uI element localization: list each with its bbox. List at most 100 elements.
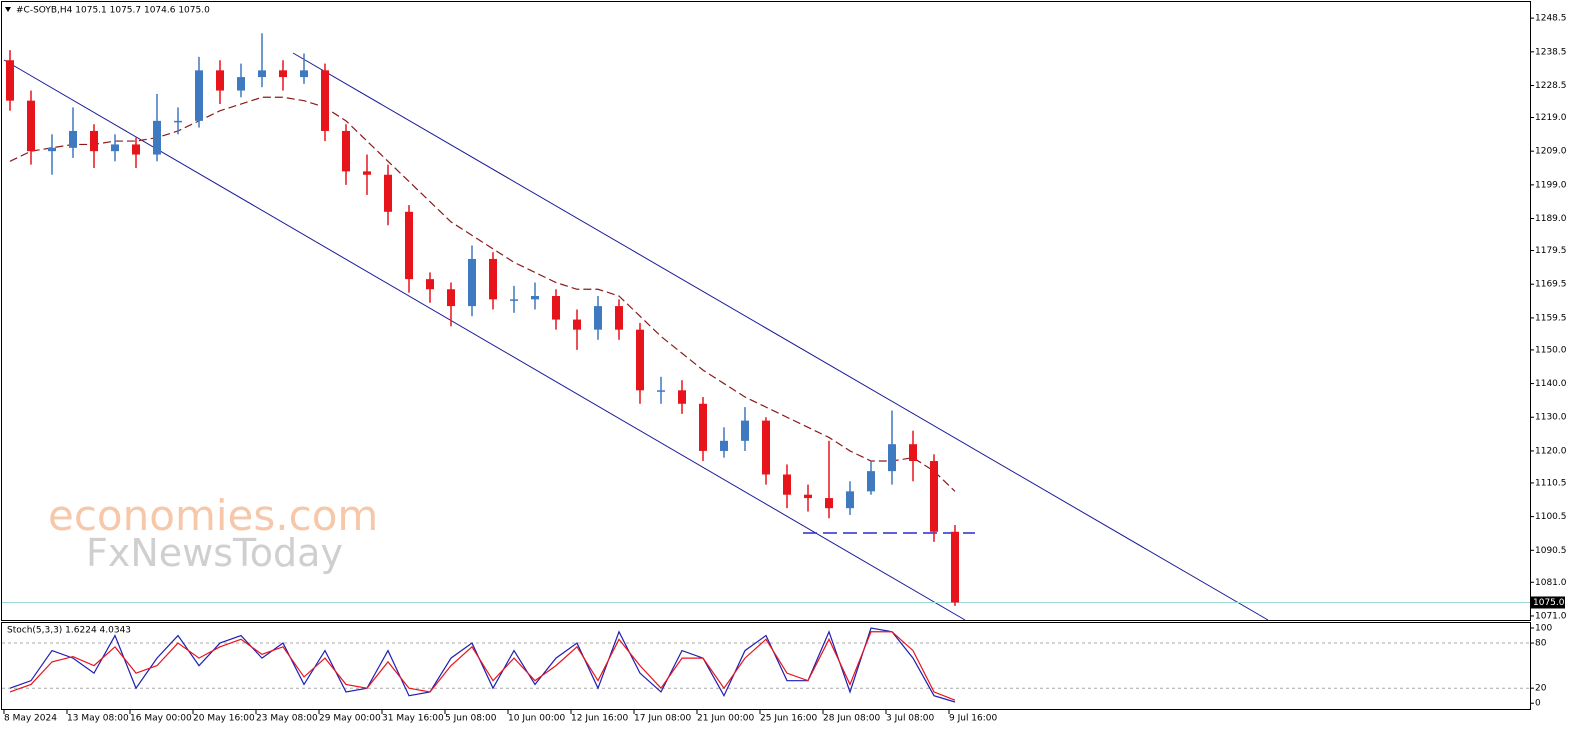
y-tick-label: 1179.5: [1535, 246, 1567, 256]
y-tick-label: 1150.0: [1535, 345, 1567, 355]
candle-body: [573, 319, 581, 330]
candle-body: [258, 70, 266, 78]
x-tick-label: 20 May 16:00: [193, 714, 255, 724]
candle-body: [531, 295, 539, 300]
y-tick-label: 1110.5: [1535, 478, 1567, 488]
stoch-line: [9, 627, 956, 703]
candle-body: [48, 147, 56, 152]
y-tick-label: 1248.5: [1535, 14, 1567, 24]
x-tick-label: 12 Jun 16:00: [571, 714, 628, 724]
y-tick-label: 1090.5: [1535, 546, 1567, 556]
y-tick-label: 1238.5: [1535, 47, 1567, 57]
x-tick-label: 21 Jun 00:00: [697, 714, 754, 724]
candle-body: [279, 70, 287, 78]
candle-body: [69, 130, 77, 148]
candle-body: [174, 120, 182, 123]
candle-body: [699, 403, 707, 451]
candle-body: [300, 70, 308, 78]
indicator-title: Stoch(5,3,3) 1.6224 4.0343: [7, 626, 131, 636]
candle-body: [111, 144, 119, 152]
x-tick-label: 17 Jun 08:00: [634, 714, 691, 724]
candle-body: [804, 494, 812, 499]
stoch-line: [9, 631, 956, 701]
last-price-label: 1075.0: [1533, 598, 1565, 608]
candle-body: [846, 491, 854, 509]
candle-body: [321, 70, 329, 131]
y-tick-label: 100: [1535, 624, 1552, 634]
candle-body: [720, 440, 728, 451]
y-tick-label: 1120.0: [1535, 446, 1567, 456]
candle-body: [195, 70, 203, 121]
candle-body: [426, 279, 434, 290]
candle-body: [951, 531, 959, 603]
candle-body: [216, 70, 224, 91]
candle-body: [510, 299, 518, 301]
x-tick-label: 31 May 16:00: [382, 714, 444, 724]
candle-body: [678, 390, 686, 404]
x-tick-label: 8 May 2024: [4, 714, 57, 724]
candle-body: [909, 444, 917, 462]
candle-body: [447, 289, 455, 307]
stoch-pane-frame: [1, 622, 1531, 710]
candle-body: [468, 258, 476, 307]
menu-arrow[interactable]: [5, 7, 11, 12]
x-tick-label: 16 May 00:00: [130, 714, 192, 724]
watermark: economies.com: [48, 491, 378, 540]
candle-body: [6, 60, 14, 101]
candle-body: [237, 77, 245, 91]
y-tick-label: 1169.5: [1535, 280, 1567, 290]
candle-body: [930, 461, 938, 532]
x-tick-label: 13 May 08:00: [67, 714, 129, 724]
channel-line: [3, 59, 966, 621]
candle-body: [825, 498, 833, 509]
candle-body: [90, 130, 98, 152]
watermark: FxNewsToday: [86, 531, 343, 575]
y-tick-label: 1219.0: [1535, 113, 1567, 123]
price-pane-frame: [1, 1, 1531, 621]
y-tick-label: 1071.0: [1535, 611, 1567, 621]
x-tick-label: 9 Jul 16:00: [949, 714, 998, 724]
x-tick-label: 10 Jun 00:00: [508, 714, 565, 724]
candle-body: [552, 295, 560, 320]
y-tick-label: 1081.0: [1535, 578, 1567, 588]
channel-line: [292, 52, 1269, 621]
x-tick-label: 5 Jun 08:00: [445, 714, 497, 724]
y-tick-label: 1140.0: [1535, 379, 1567, 389]
candle-body: [657, 390, 665, 392]
y-tick-label: 1209.0: [1535, 147, 1567, 157]
x-tick-label: 25 Jun 16:00: [760, 714, 817, 724]
x-tick-label: 29 May 00:00: [319, 714, 381, 724]
y-tick-label: 1199.0: [1535, 180, 1567, 190]
candle-body: [384, 174, 392, 212]
y-tick-label: 20: [1535, 684, 1547, 694]
chart-title: #C-SOYB,H4 1075.1 1075.7 1074.6 1075.0: [16, 6, 210, 16]
candle-body: [636, 329, 644, 391]
y-tick-label: 1159.5: [1535, 313, 1567, 323]
candle-body: [594, 306, 602, 330]
candle-body: [741, 420, 749, 441]
x-tick-label: 3 Jul 08:00: [886, 714, 935, 724]
candle-body: [489, 258, 497, 300]
candle-body: [132, 144, 140, 155]
candle-body: [153, 120, 161, 155]
y-tick-label: 1130.0: [1535, 413, 1567, 423]
x-tick-label: 23 May 08:00: [256, 714, 318, 724]
x-tick-label: 28 Jun 08:00: [823, 714, 880, 724]
y-tick-label: 1100.5: [1535, 512, 1567, 522]
candle-body: [888, 444, 896, 472]
candle-body: [783, 474, 791, 495]
moving-average: [9, 96, 956, 492]
y-tick-label: 1189.0: [1535, 214, 1567, 224]
y-tick-label: 1228.5: [1535, 81, 1567, 91]
candle-body: [867, 471, 875, 492]
candle-body: [27, 100, 35, 152]
y-tick-label: 0: [1535, 699, 1541, 709]
candle-body: [615, 306, 623, 330]
candle-body: [762, 420, 770, 475]
candle-body: [405, 211, 413, 280]
candle-body: [342, 130, 350, 172]
candle-body: [363, 171, 371, 175]
last-price-box: [1531, 596, 1565, 609]
